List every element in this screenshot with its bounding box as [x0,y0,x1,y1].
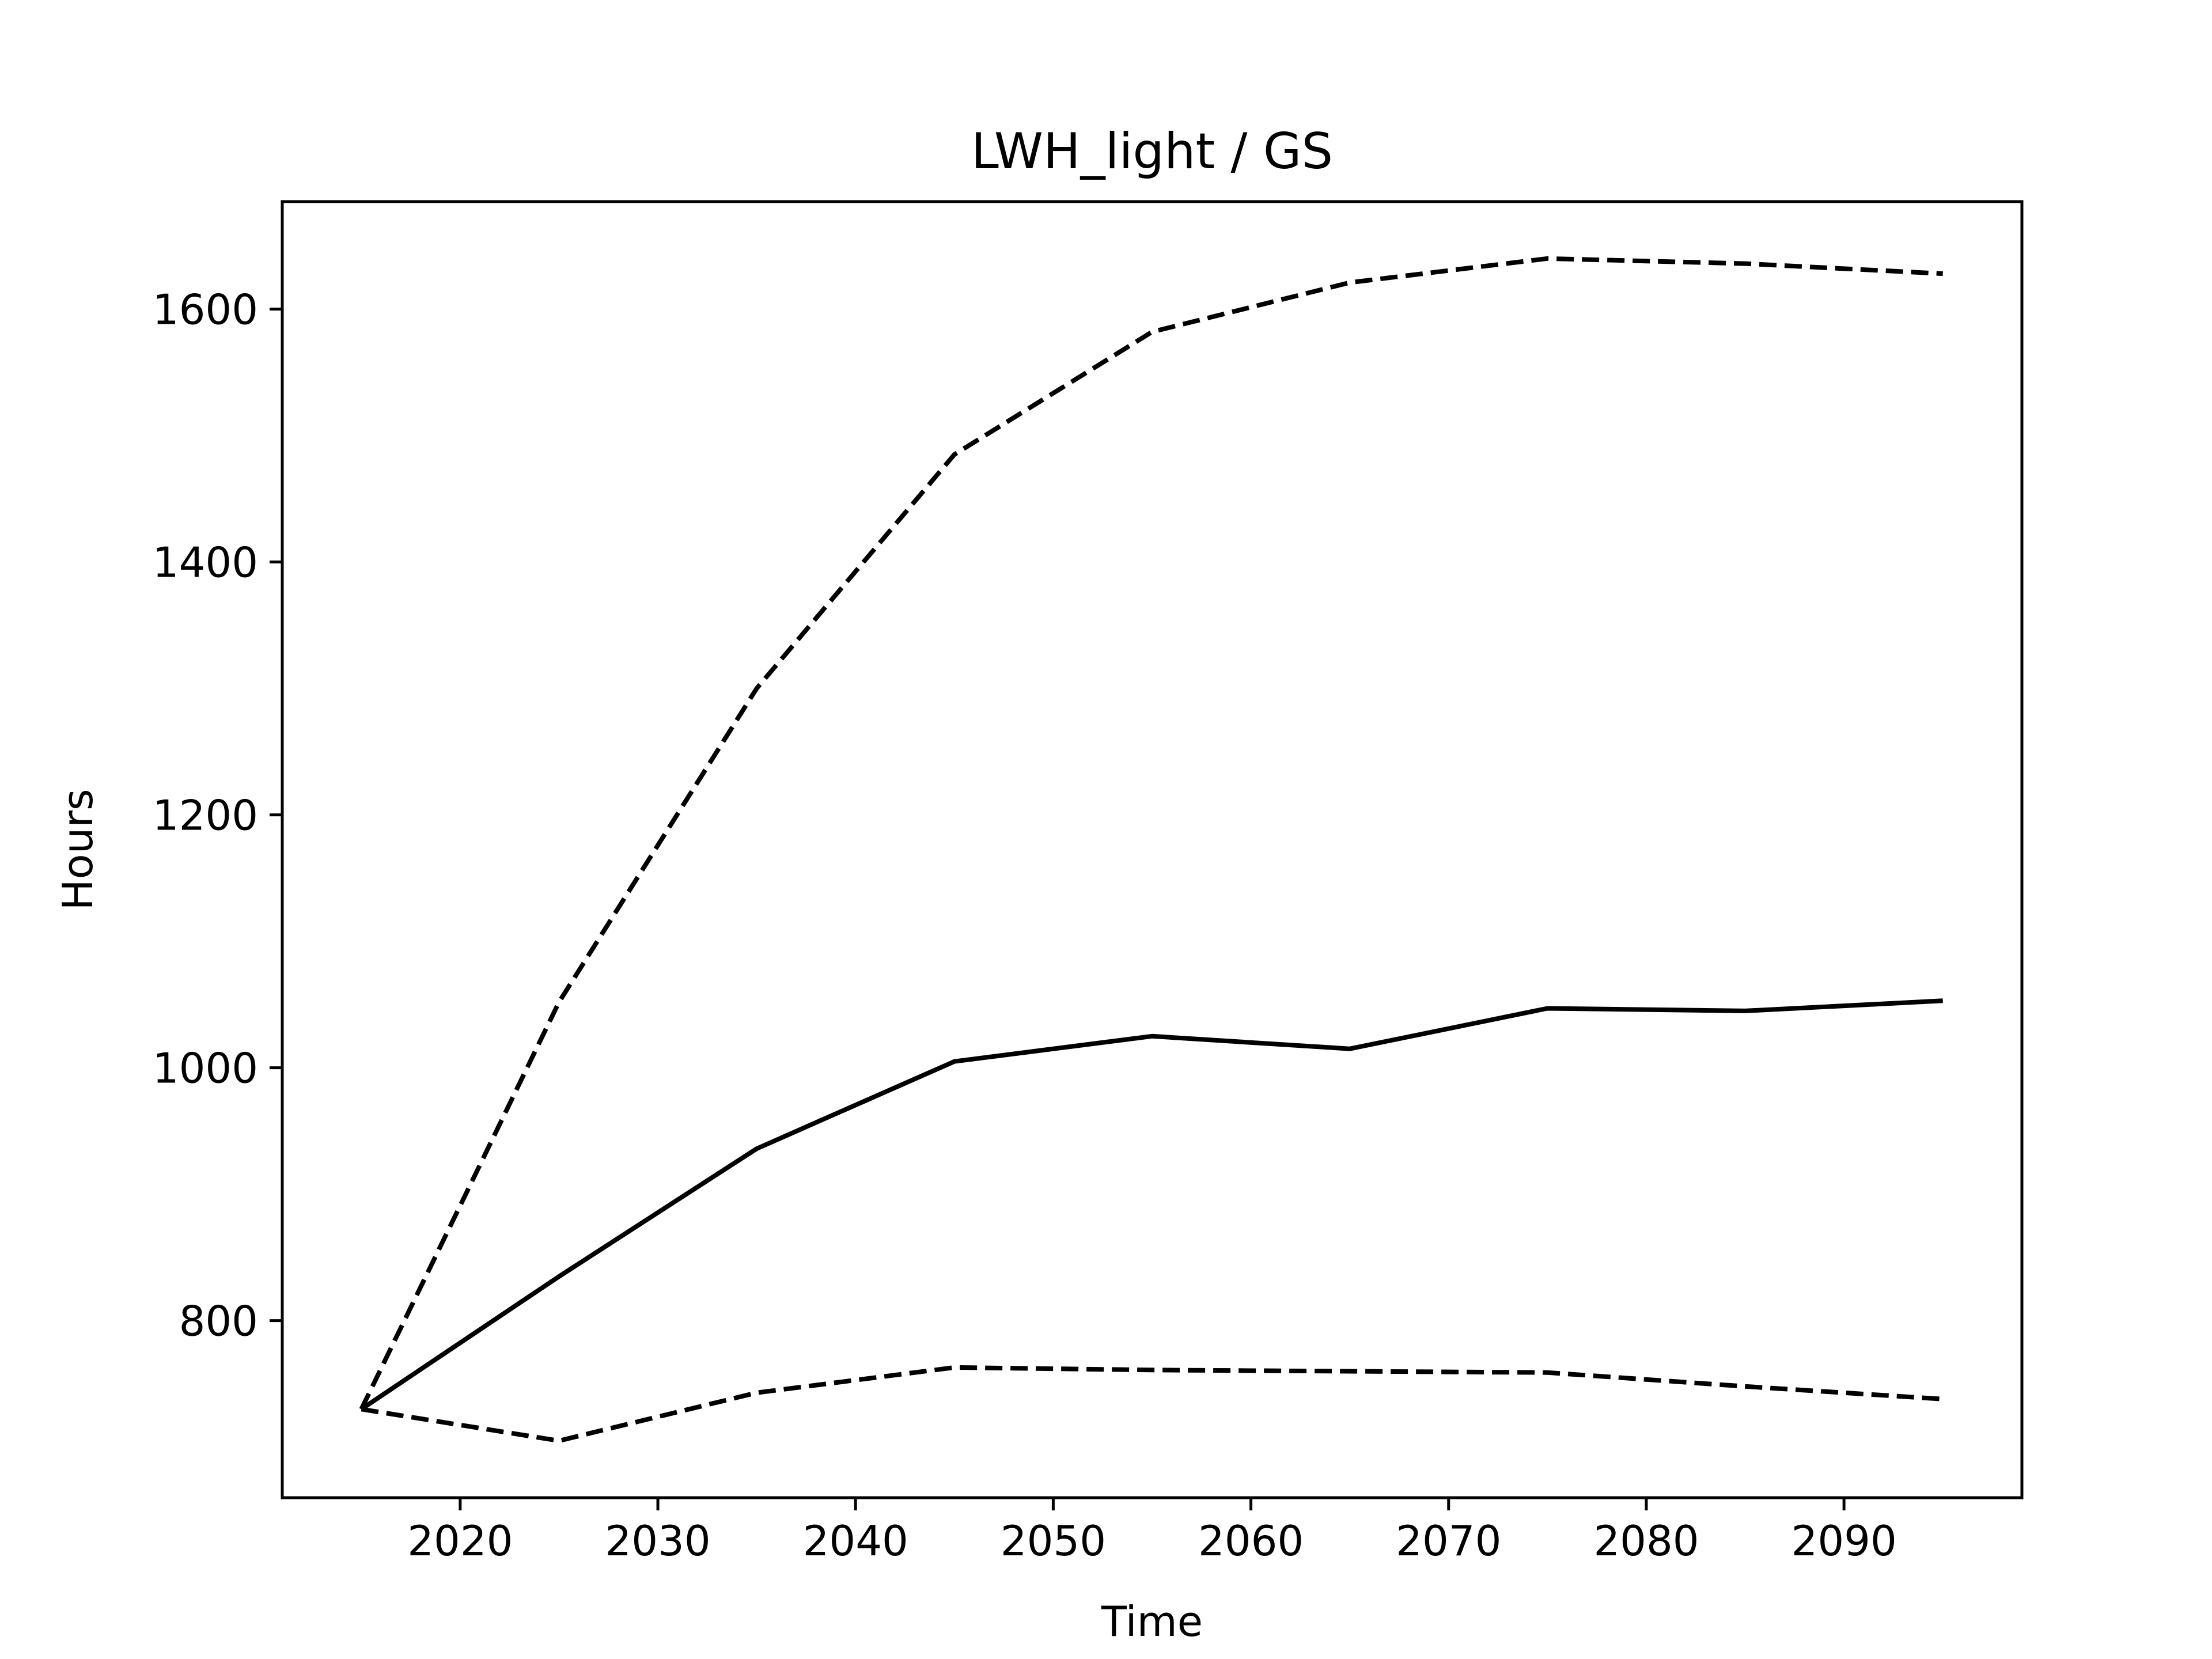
x-tick-label: 2090 [1791,1517,1897,1565]
x-tick-label: 2080 [1593,1517,1699,1565]
x-tick-label: 2020 [407,1517,513,1565]
y-tick-label: 1400 [153,539,258,587]
chart-title: LWH_light / GS [971,123,1333,180]
y-axis-label: Hours [54,789,102,911]
x-tick-label: 2060 [1198,1517,1304,1565]
x-tick-label: 2070 [1396,1517,1501,1565]
x-tick-label: 2030 [605,1517,710,1565]
x-tick-label: 2050 [1001,1517,1106,1565]
x-axis: 2020 2030 2040 2050 2060 2070 2080 2090 [407,1498,1897,1565]
series-layer [359,256,1943,1444]
x-axis-label: Time [1101,1597,1203,1646]
y-tick-label: 800 [179,1297,258,1346]
y-tick-label: 1600 [153,286,258,334]
y-tick-label: 1000 [153,1044,258,1093]
series-line-2 [360,998,1943,1411]
y-axis: 800 1000 1200 1400 1600 [153,286,282,1346]
y-tick-label: 1200 [153,791,258,840]
x-tick-label: 2040 [803,1517,908,1565]
plot-area-frame [281,200,2024,1499]
series-line-3 [361,1365,1943,1444]
